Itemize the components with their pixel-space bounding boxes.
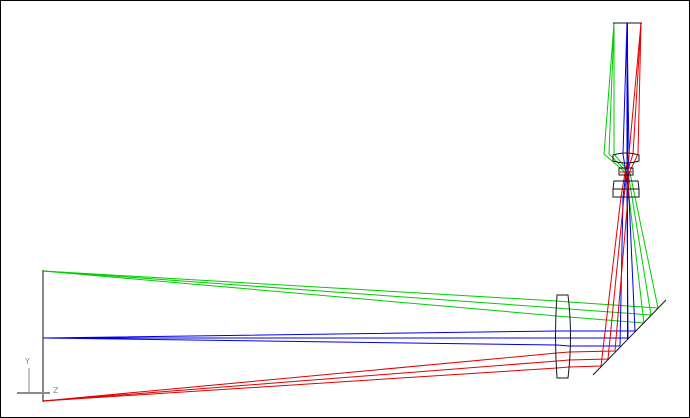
relay-stop — [618, 167, 634, 176]
ray-green-lower — [42, 22, 645, 324]
ray-red-chief — [42, 22, 642, 402]
z-axis-label: Z — [53, 386, 59, 395]
front-lens — [555, 294, 571, 379]
fold-mirror — [592, 299, 667, 376]
ray-green-upper — [42, 23, 659, 309]
ray-red-lower — [42, 22, 642, 402]
relay-field-lens — [612, 152, 640, 164]
ray-red-upper — [42, 22, 642, 402]
ray-blue-chief — [43, 23, 629, 339]
ray-blue-upper — [42, 22, 636, 339]
ray-blue-lower — [42, 22, 628, 347]
y-axis-label: Y — [25, 357, 30, 366]
ray-green-chief — [42, 22, 652, 316]
